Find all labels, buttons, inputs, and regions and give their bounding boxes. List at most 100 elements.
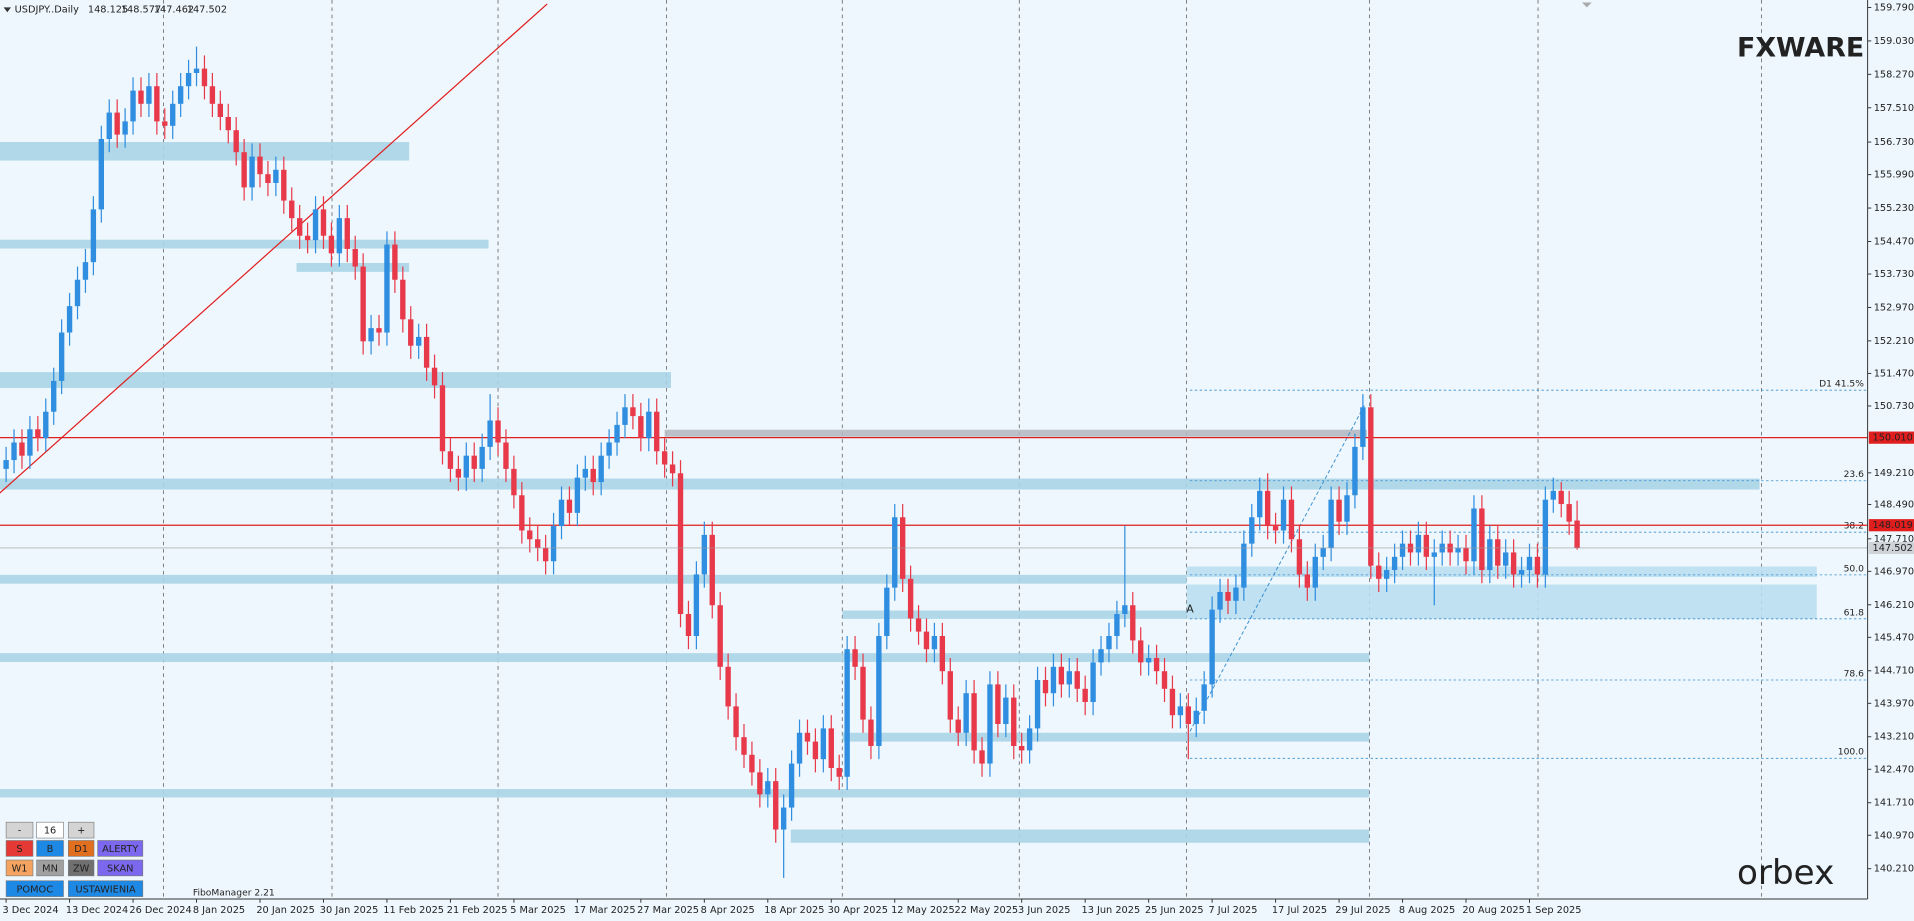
fibo-level-label: 50.0 — [1844, 564, 1865, 574]
price-line-label: 148.019 — [1872, 520, 1912, 531]
candle-body — [1510, 552, 1517, 575]
candle-body — [392, 244, 398, 280]
candle-body — [1558, 490, 1564, 505]
y-tick-label: 146.970 — [1874, 566, 1914, 577]
candle-body — [590, 468, 596, 483]
x-tick-label: 21 Feb 2025 — [447, 905, 508, 916]
candle-body — [1272, 526, 1279, 531]
support-zone — [0, 478, 1760, 490]
candle-body — [1003, 697, 1009, 724]
candle-body — [217, 103, 224, 117]
support-zone — [790, 829, 1370, 843]
header-ohlc: 147.462 — [154, 5, 194, 16]
ui-button-label[interactable]: MN — [42, 864, 58, 875]
indicator-name: FiboManager 2.21 — [193, 888, 275, 898]
y-tick-label: 141.710 — [1874, 798, 1914, 809]
candle-body — [19, 442, 25, 456]
fibo-level-label: D1 41.5% — [1819, 380, 1864, 390]
candle-body — [1328, 499, 1334, 549]
ui-button[interactable] — [68, 859, 95, 877]
candle-body — [535, 539, 541, 549]
candle-body — [249, 156, 255, 188]
ui-button-label[interactable]: ALERTY — [102, 844, 138, 855]
current-price-label: 147.502 — [1872, 543, 1912, 554]
support-zone — [296, 263, 410, 272]
candle-body — [1201, 684, 1207, 711]
candle-body — [558, 499, 565, 527]
candle-body — [820, 728, 827, 760]
candle-body — [1320, 548, 1326, 557]
candle-body — [757, 772, 763, 795]
y-tick-label: 156.730 — [1874, 137, 1914, 148]
candle-body — [844, 649, 850, 777]
candle-body — [852, 649, 858, 667]
candle-body — [1479, 508, 1485, 571]
candle-body — [471, 455, 477, 469]
x-tick-label: 13 Jun 2025 — [1082, 905, 1141, 916]
ui-button[interactable] — [36, 840, 64, 857]
ui-button-label[interactable]: - — [18, 826, 22, 837]
ui-button-label[interactable]: S — [16, 844, 22, 855]
candle-body — [709, 534, 715, 606]
ui-button-label[interactable]: POMOC — [17, 884, 54, 895]
y-tick-label: 154.470 — [1874, 236, 1914, 247]
ui-button[interactable] — [5, 840, 34, 857]
candle-body — [788, 763, 795, 808]
candle-body — [265, 174, 271, 183]
ui-button[interactable] — [5, 859, 34, 877]
candle-body — [669, 464, 676, 474]
y-tick-label: 143.970 — [1874, 698, 1914, 709]
ui-button[interactable] — [97, 840, 144, 857]
candle-body — [796, 732, 803, 764]
candle-body — [90, 209, 97, 263]
support-zone — [1186, 584, 1817, 619]
candle-body — [868, 719, 874, 746]
ui-button[interactable] — [97, 859, 144, 877]
candle-body — [27, 429, 33, 456]
ui-button-label[interactable]: ZW — [73, 864, 90, 875]
candle-body — [598, 455, 604, 483]
ui-button[interactable] — [5, 880, 64, 897]
x-tick-label: 1 Sep 2025 — [1526, 905, 1582, 916]
candle-body — [1391, 556, 1398, 571]
candle-body — [1296, 539, 1303, 575]
ui-button-label[interactable]: B — [47, 844, 54, 855]
candle-body — [1066, 671, 1072, 685]
candle-body — [1399, 543, 1406, 557]
y-tick-label: 144.710 — [1874, 666, 1914, 677]
x-tick-label: 8 Apr 2025 — [701, 905, 755, 916]
ui-button[interactable] — [68, 880, 144, 897]
y-tick-label: 150.730 — [1874, 401, 1914, 412]
candle-body — [1026, 728, 1033, 751]
candle-body — [622, 407, 628, 425]
fibo-anchor: A — [1186, 602, 1194, 615]
candle-body — [225, 116, 231, 131]
candle-body — [1352, 446, 1358, 496]
logo-orbex: orbex — [1737, 853, 1834, 893]
ui-button-label[interactable]: SKAN — [107, 864, 133, 875]
candle-body — [431, 367, 438, 386]
candle-body — [439, 385, 446, 452]
ui-button-label[interactable]: D1 — [74, 844, 88, 855]
candle-body — [1193, 710, 1199, 724]
header-ohlc: 148.577 — [121, 5, 161, 16]
ui-button[interactable] — [5, 821, 34, 839]
ui-button[interactable] — [68, 821, 95, 839]
candle-body — [408, 319, 414, 346]
candle-body — [66, 306, 73, 333]
fibo-level-label: 100.0 — [1838, 748, 1864, 758]
ui-button[interactable] — [36, 821, 64, 839]
candle-body — [193, 68, 200, 74]
candle-body — [1257, 490, 1263, 518]
ui-button-label[interactable]: + — [77, 826, 85, 837]
ui-button[interactable] — [36, 859, 64, 877]
ui-button[interactable] — [68, 840, 95, 857]
candle-body — [1550, 490, 1556, 500]
y-tick-label: 151.470 — [1874, 368, 1914, 379]
ui-button-label[interactable]: 16 — [44, 826, 56, 837]
header-arrow — [3, 7, 11, 13]
candle-body — [138, 90, 144, 104]
ui-button-label[interactable]: W1 — [12, 864, 28, 875]
ui-button-label[interactable]: USTAWIENIA — [75, 884, 136, 895]
